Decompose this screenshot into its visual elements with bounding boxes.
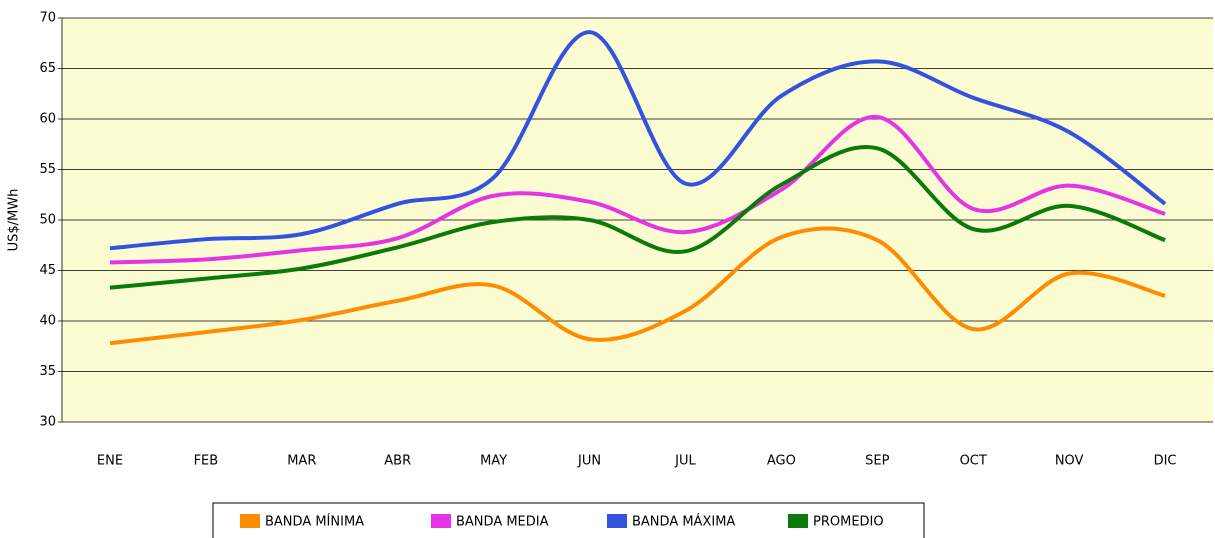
y-tick-label: 60 xyxy=(39,112,56,127)
x-tick-label: NOV xyxy=(1055,454,1084,469)
series-line xyxy=(109,226,1166,346)
y-tick-label: 70 xyxy=(39,11,56,26)
x-tick-label: JUL xyxy=(674,454,696,469)
legend-swatch xyxy=(788,514,808,528)
x-tick-label: DIC xyxy=(1154,454,1177,469)
x-tick-label: FEB xyxy=(194,454,219,469)
y-tick-label: 35 xyxy=(39,364,56,379)
series-line xyxy=(109,30,1167,251)
legend-swatch xyxy=(431,514,451,528)
y-tick-label: 45 xyxy=(39,263,56,278)
legend-label: PROMEDIO xyxy=(813,515,884,530)
legend-label: BANDA MÍNIMA xyxy=(265,514,364,530)
x-tick-label: ABR xyxy=(384,454,411,469)
x-tick-label: ENE xyxy=(97,454,123,469)
x-tick-label: OCT xyxy=(960,454,987,469)
y-axis-label: US$/MWh xyxy=(7,189,22,252)
x-tick-label: AGO xyxy=(767,454,796,469)
y-tick-label: 40 xyxy=(39,314,56,329)
y-tick-label: 30 xyxy=(39,415,56,430)
legend-swatch xyxy=(240,514,260,528)
y-tick-label: 50 xyxy=(39,213,56,228)
legend-swatch xyxy=(607,514,627,528)
y-tick-label: 55 xyxy=(39,162,56,177)
x-tick-label: MAY xyxy=(480,454,507,469)
series-line xyxy=(109,114,1166,265)
y-tick-label: 65 xyxy=(39,61,56,76)
x-tick-label: SEP xyxy=(865,454,889,469)
x-tick-label: MAR xyxy=(287,454,316,469)
legend-label: BANDA MÁXIMA xyxy=(632,514,735,530)
series-line xyxy=(109,145,1166,290)
x-tick-label: JUN xyxy=(577,454,601,469)
legend-label: BANDA MEDIA xyxy=(456,515,549,530)
